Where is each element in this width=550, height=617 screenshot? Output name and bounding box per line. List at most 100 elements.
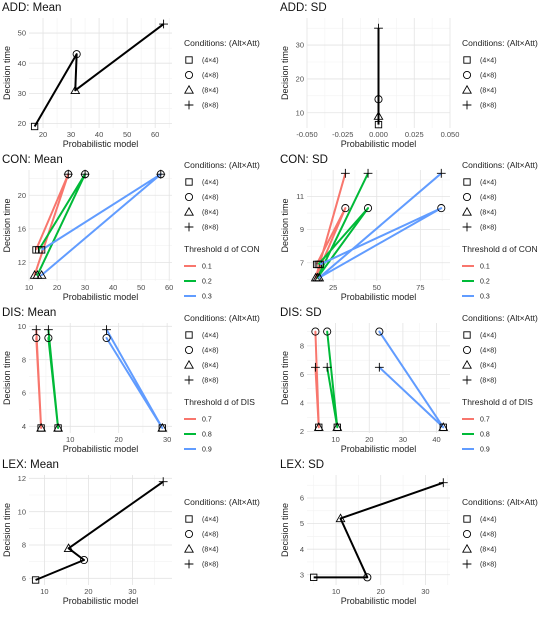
legend-label: (8×8) xyxy=(480,378,497,385)
threshold-legend-label: 0.1 xyxy=(202,264,212,271)
panel-title: LEX: Mean xyxy=(2,459,59,471)
x-axis-label: Probabilistic model xyxy=(341,292,417,302)
legend-label: (4×4) xyxy=(202,517,219,524)
data-point-triangle xyxy=(70,85,81,94)
threshold-legend-label: 0.7 xyxy=(202,417,212,424)
y-tick-label: 40 xyxy=(18,59,26,68)
series-line-3 xyxy=(40,173,162,277)
legend-label: (8×8) xyxy=(202,378,219,385)
legend-key-plus xyxy=(462,222,472,232)
y-tick-label: 9 xyxy=(300,225,304,234)
x-axis-label: Probabilistic model xyxy=(63,596,139,606)
legend-label: (4×4) xyxy=(202,180,219,187)
x-tick-label: 30 xyxy=(399,435,407,444)
chart-panel-4: 25 50 75 7 9 11 CON: SD Probabilistic model Deci… xyxy=(280,154,538,302)
chart-panel-6: 10 20 30 40 2 4 6 8 DIS: SD Probabilistic model De… xyxy=(280,307,538,454)
data-point-circle xyxy=(102,333,111,343)
x-axis-label: Probabilistic model xyxy=(63,444,139,454)
threshold-legend-title: Threshold d of CON xyxy=(462,244,538,254)
y-tick-label: 20 xyxy=(296,75,304,84)
legend-label: (4×4) xyxy=(480,517,497,524)
threshold-legend-title: Threshold d of DIS xyxy=(184,397,255,407)
data-point-circle xyxy=(32,333,41,343)
chart-panel-2: -0.050 -0.025 0.000 0.025 0.050 10 20 30 ADD: SD… xyxy=(280,2,538,149)
y-axis-label: Decision time xyxy=(2,198,12,252)
data-point-plus xyxy=(158,477,168,487)
legend-key-circle xyxy=(184,192,194,202)
x-tick-label: 50 xyxy=(123,130,131,139)
threshold-legend-label: 0.3 xyxy=(202,294,212,301)
legend-title: Conditions: (Alt×Att) xyxy=(462,313,538,323)
x-tick-label: 10 xyxy=(25,283,33,292)
data-point-plus xyxy=(374,23,383,33)
x-tick-label: 10 xyxy=(40,587,48,596)
y-tick-label: 5 xyxy=(300,519,304,528)
y-axis-label: Decision time xyxy=(280,503,290,557)
legend-title: Conditions: (Alt×Att) xyxy=(184,160,260,170)
x-tick-label: 10 xyxy=(332,587,340,596)
legend-key-circle xyxy=(462,70,472,80)
legend-title: Conditions: (Alt×Att) xyxy=(462,38,538,48)
data-point-circle xyxy=(72,50,81,59)
data-point-circle xyxy=(323,327,332,336)
x-tick-label: 20 xyxy=(53,283,61,292)
y-tick-label: 16 xyxy=(18,224,26,233)
legend-label: (8×4) xyxy=(202,88,219,95)
y-axis-label: Decision time xyxy=(280,46,290,100)
x-tick-label: -0.025 xyxy=(332,130,353,139)
legend-key-square xyxy=(463,56,471,64)
threshold-legend-label: 0.2 xyxy=(202,279,212,286)
y-tick-label: 8 xyxy=(22,541,26,550)
x-tick-label: 10 xyxy=(66,435,74,444)
data-point-triangle xyxy=(332,422,343,431)
threshold-legend-label: 0.7 xyxy=(480,417,490,424)
series-line-3 xyxy=(378,330,445,429)
chart-panel-8: 10 20 30 3 4 5 6 LEX: SD Probabilistic model Deci… xyxy=(280,459,538,606)
data-point-plus xyxy=(436,168,446,178)
y-tick-label: 7 xyxy=(300,258,304,267)
legend-key-circle xyxy=(462,345,472,355)
legend-label: (4×4) xyxy=(202,333,219,340)
x-axis-label: Probabilistic model xyxy=(63,292,139,302)
series-line-1 xyxy=(33,173,70,277)
legend-label: (8×4) xyxy=(202,547,219,554)
legend-title: Conditions: (Alt×Att) xyxy=(184,313,260,323)
legend-key-circle xyxy=(462,529,472,539)
data-point-square xyxy=(30,122,39,131)
data-point-plus xyxy=(438,478,448,488)
legend-key-square xyxy=(463,178,471,186)
data-point-triangle xyxy=(313,422,324,431)
legend-label: (4×8) xyxy=(480,348,497,355)
legend-label: (8×4) xyxy=(202,210,219,217)
legend-label: (8×4) xyxy=(480,547,497,554)
legend-key-plus xyxy=(462,100,472,110)
legend-key-triangle xyxy=(184,359,194,369)
y-axis-label: Decision time xyxy=(280,198,290,252)
x-tick-label: 10 xyxy=(331,435,339,444)
data-point-circle xyxy=(363,204,373,213)
legend-label: (8×8) xyxy=(202,103,219,110)
legend-label: (4×8) xyxy=(202,532,219,539)
series-line-2 xyxy=(326,330,339,429)
data-point-plus xyxy=(102,325,111,335)
legend-key-triangle xyxy=(462,359,472,369)
y-axis-label: Decision time xyxy=(2,351,12,405)
threshold-legend-label: 0.2 xyxy=(480,279,490,286)
threshold-legend-label: 0.8 xyxy=(480,432,490,439)
y-tick-label: 4 xyxy=(22,422,26,431)
series-line-1 xyxy=(35,480,164,581)
legend-key-square xyxy=(185,515,193,523)
data-point-square xyxy=(31,576,40,584)
data-point-plus xyxy=(322,362,332,372)
x-tick-label: 20 xyxy=(377,587,385,596)
data-point-circle xyxy=(363,573,372,582)
x-tick-label: 40 xyxy=(109,283,117,292)
chart-panel-7: 10 20 30 6 8 10 12 LEX: Mean Probabilistic model… xyxy=(2,459,260,606)
chart-panel-5: 10 20 30 4 6 8 10 DIS: Mean Probabilistic model D… xyxy=(2,307,260,454)
data-point-plus xyxy=(374,362,384,372)
legend-label: (8×8) xyxy=(480,103,497,110)
data-point-circle xyxy=(44,333,53,343)
y-tick-label: 30 xyxy=(296,41,304,50)
panel-title: DIS: Mean xyxy=(2,307,56,319)
legend-key-circle xyxy=(184,345,194,355)
